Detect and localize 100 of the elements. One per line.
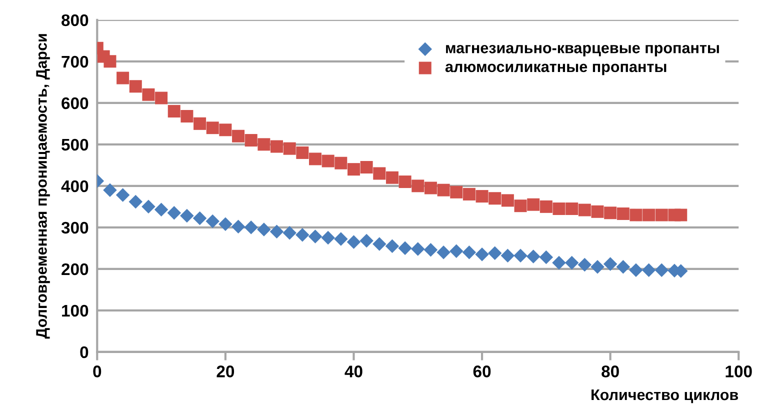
point (103, 183, 117, 197)
point (154, 202, 168, 216)
point (270, 140, 284, 153)
point (655, 208, 668, 222)
point (629, 263, 643, 278)
point (424, 242, 438, 257)
point (116, 72, 130, 84)
point (526, 250, 540, 264)
point (360, 160, 373, 174)
point (514, 200, 527, 212)
point (206, 214, 220, 228)
point (412, 180, 424, 192)
point (180, 110, 194, 122)
point (449, 244, 464, 258)
x-tick-label: 0 (93, 366, 102, 378)
point (642, 208, 656, 222)
point (296, 228, 310, 242)
point (180, 208, 194, 223)
point (540, 200, 552, 213)
point (244, 220, 258, 234)
point (155, 92, 168, 104)
point (334, 156, 348, 170)
y-tick-label: 700 (62, 56, 88, 68)
y-tick-label: 100 (62, 304, 88, 317)
point (564, 256, 579, 270)
point (411, 242, 425, 256)
point (616, 207, 630, 220)
point (450, 186, 463, 198)
point (654, 263, 669, 278)
point (386, 171, 398, 184)
point (398, 176, 412, 188)
point (488, 246, 502, 260)
point (500, 248, 515, 263)
point (142, 88, 155, 101)
point (437, 184, 450, 196)
point (334, 232, 348, 246)
point (308, 230, 322, 244)
y-tick-label: 600 (62, 97, 88, 110)
point (168, 104, 180, 118)
point (257, 222, 271, 236)
point (322, 154, 334, 168)
point (578, 204, 591, 216)
point (128, 194, 143, 209)
point (373, 167, 386, 180)
point (347, 163, 360, 176)
point (476, 190, 488, 203)
point (398, 241, 412, 256)
x-tick-label: 100 (726, 366, 752, 378)
point (346, 235, 361, 249)
point (630, 208, 642, 222)
point (232, 130, 245, 142)
y-tick-label: 800 (62, 14, 88, 26)
point (167, 206, 181, 220)
point (642, 263, 656, 278)
point (462, 245, 476, 260)
point (192, 211, 207, 226)
point (552, 202, 566, 215)
point (270, 224, 284, 238)
point (282, 226, 296, 240)
point (603, 257, 618, 271)
point (475, 248, 489, 262)
point (104, 55, 116, 68)
point (231, 220, 246, 234)
point (552, 256, 566, 270)
point (385, 239, 400, 253)
point (218, 217, 232, 231)
point (206, 122, 219, 134)
point (462, 188, 476, 200)
point (674, 208, 688, 222)
legend-label: алюмосиликатные пропанты (445, 64, 666, 76)
point (591, 205, 604, 218)
point (424, 182, 437, 194)
point (566, 202, 578, 215)
point (219, 124, 232, 136)
point (308, 152, 322, 166)
x-axis-title: Количество циклов (592, 390, 738, 404)
point (604, 206, 617, 220)
y-tick-label: 200 (62, 263, 88, 276)
y-tick-label: 400 (61, 180, 88, 192)
x-tick-label: 60 (473, 366, 491, 378)
point (321, 230, 335, 245)
point (514, 248, 528, 263)
point (116, 188, 130, 202)
point (372, 237, 386, 251)
point (129, 80, 142, 93)
point (360, 234, 374, 248)
y-tick-label: 500 (62, 138, 88, 151)
y-tick-label: 300 (61, 222, 88, 234)
point (283, 142, 296, 155)
point (244, 134, 258, 147)
x-tick-label: 20 (216, 366, 234, 378)
point (142, 200, 156, 214)
point (527, 198, 540, 211)
y-axis-title: Долговременная проницаемость, Дарси (36, 34, 50, 339)
point (488, 192, 502, 205)
point (616, 260, 630, 274)
point (436, 245, 450, 260)
point (539, 250, 554, 264)
y-tick-label: 0 (80, 346, 88, 358)
legend-label: магнезиально-кварцевые пропанты (446, 44, 719, 56)
